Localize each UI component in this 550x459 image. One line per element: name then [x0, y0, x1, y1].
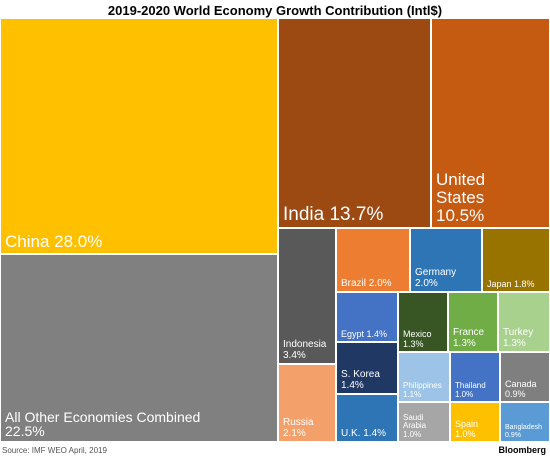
tile-label-brazil: Brazil 2.0% — [341, 277, 392, 289]
tile-philippines: Philippines 1.1% — [398, 352, 450, 402]
tile-label-france: France 1.3% — [453, 327, 485, 349]
tile-united-states: United States 10.5% — [431, 18, 550, 228]
tile-russia: Russia 2.1% — [278, 364, 336, 442]
tile-label-egypt: Egypt 1.4% — [341, 328, 388, 339]
tile-label-all-other-economies-combined: All Other Economies Combined 22.5% — [5, 408, 201, 440]
tile-turkey: Turkey 1.3% — [498, 292, 550, 352]
tile-bangladesh: Bangladesh 0.9% — [500, 402, 550, 442]
tile-germany: Germany 2.0% — [410, 228, 482, 292]
tile-label-saudi-arabia: Saudi Arabia 1.0% — [403, 412, 427, 439]
chart-title: 2019-2020 World Economy Growth Contribut… — [107, 3, 443, 18]
tile-japan: Japan 1.8% — [482, 228, 550, 292]
tile-spain: Spain 1.0% — [450, 402, 500, 442]
tile-saudi-arabia: Saudi Arabia 1.0% — [398, 402, 450, 442]
tile-u-k: U.K. 1.4% — [336, 394, 398, 442]
tile-label-germany: Germany 2.0% — [415, 267, 457, 289]
tile-label-japan: Japan 1.8% — [487, 278, 535, 289]
tile-label-united-states: United States 10.5% — [436, 170, 486, 226]
tile-label-bangladesh: Bangladesh 0.9% — [505, 424, 542, 439]
tile-label-thailand: Thailand 1.0% — [455, 381, 486, 399]
tile-label-philippines: Philippines 1.1% — [403, 381, 442, 399]
tile-label-u-k: U.K. 1.4% — [341, 427, 387, 439]
tile-label-spain: Spain 1.0% — [455, 419, 479, 439]
tile-label-mexico: Mexico 1.3% — [403, 329, 432, 349]
tile-egypt: Egypt 1.4% — [336, 292, 398, 342]
tile-label-canada: Canada 0.9% — [505, 379, 537, 399]
tile-mexico: Mexico 1.3% — [398, 292, 448, 352]
tile-s-korea: S. Korea 1.4% — [336, 342, 398, 394]
tile-label-india: India 13.7% — [283, 204, 384, 226]
tile-label-russia: Russia 2.1% — [283, 417, 314, 439]
tile-thailand: Thailand 1.0% — [450, 352, 500, 402]
tile-label-turkey: Turkey 1.3% — [503, 327, 534, 349]
tile-label-s-korea: S. Korea 1.4% — [341, 369, 380, 391]
tile-canada: Canada 0.9% — [500, 352, 550, 402]
tile-china: China 28.0% — [0, 18, 278, 254]
brand-logo: Bloomberg — [498, 445, 546, 455]
tile-india: India 13.7% — [278, 18, 431, 228]
tile-indonesia: Indonesia 3.4% — [278, 228, 336, 364]
tile-label-china: China 28.0% — [5, 232, 103, 252]
source-note: Source: IMF WEO April, 2019 — [2, 446, 107, 455]
tile-france: France 1.3% — [448, 292, 498, 352]
tile-label-indonesia: Indonesia 3.4% — [283, 339, 327, 361]
tile-all-other-economies-combined: All Other Economies Combined 22.5% — [0, 254, 278, 442]
tile-brazil: Brazil 2.0% — [336, 228, 410, 292]
